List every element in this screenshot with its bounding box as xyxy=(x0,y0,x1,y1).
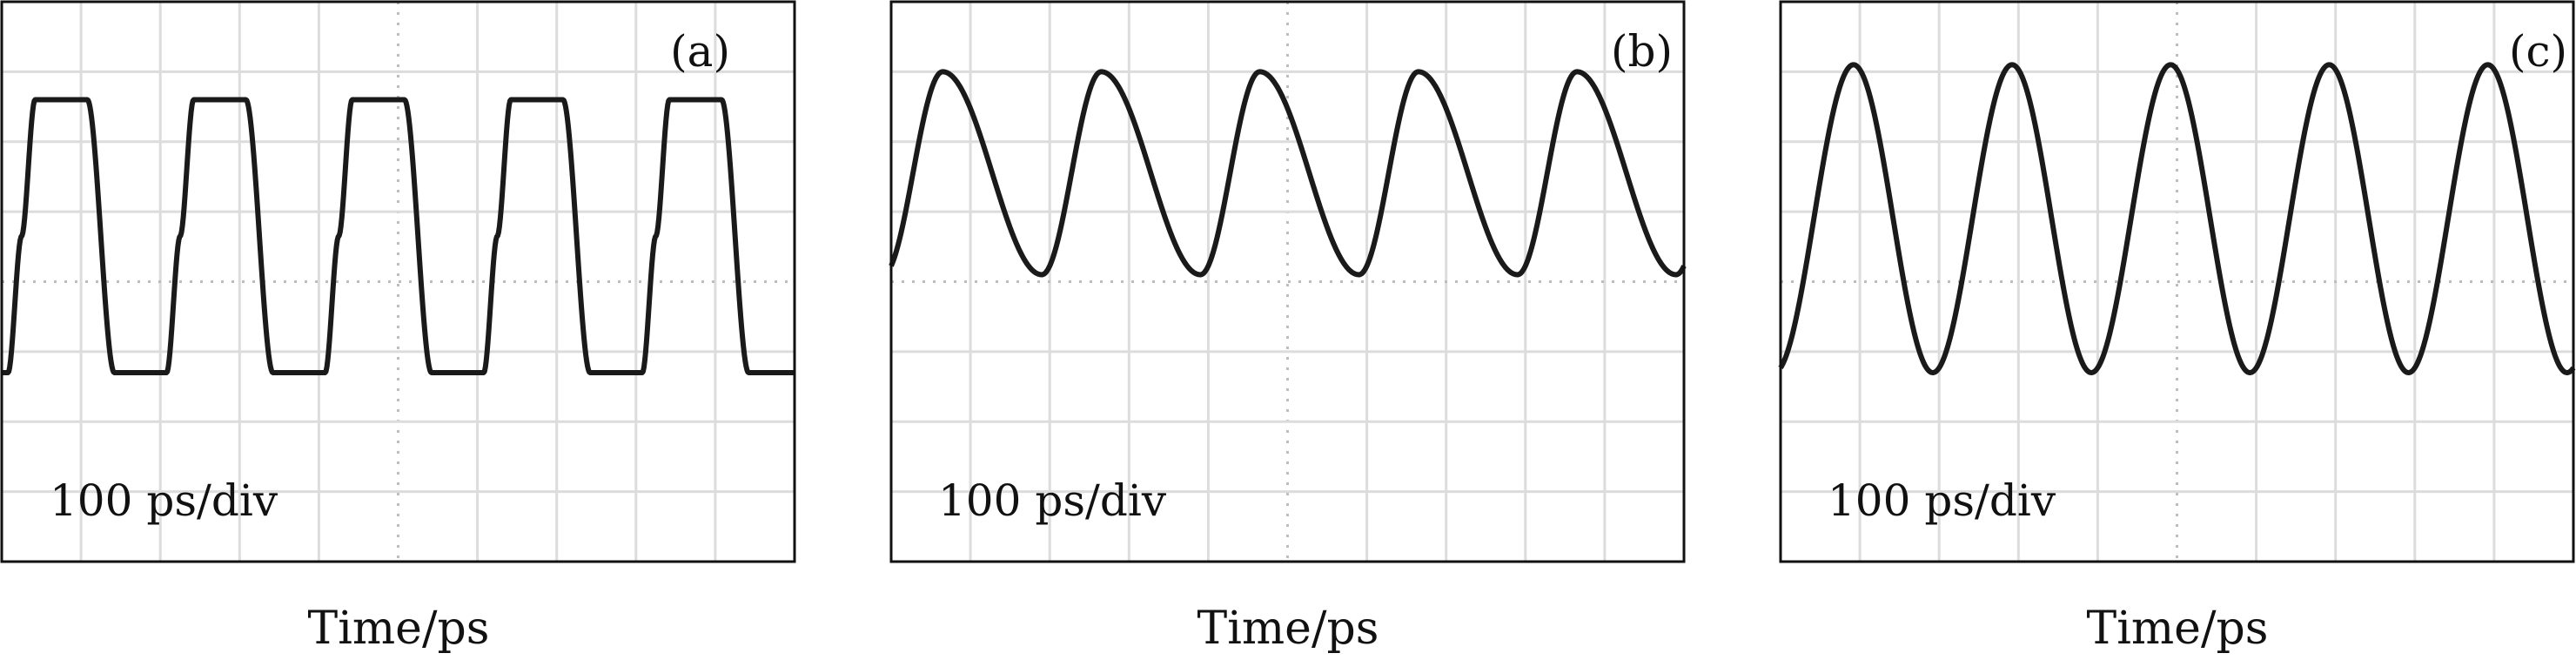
plot-frame-a xyxy=(0,0,796,563)
plot-frame-b xyxy=(889,0,1686,563)
x-axis-label-a: Time/ps xyxy=(308,603,490,655)
scale-annotation-a: 100 ps/div xyxy=(50,475,278,526)
scale-annotation-c: 100 ps/div xyxy=(1828,475,2056,526)
waveform-trace-b xyxy=(889,69,1687,278)
panel-a: (a) 100 ps/div Time/ps xyxy=(0,0,796,655)
panel-label-b: (b) xyxy=(1611,26,1673,77)
waveform-trace-a xyxy=(0,97,796,375)
panel-label-c: (c) xyxy=(2509,26,2567,77)
grid-a xyxy=(2,2,795,562)
waveform-trace-c xyxy=(1778,62,2576,375)
x-axis-label-c: Time/ps xyxy=(2087,603,2269,655)
panel-b: (b) 100 ps/div Time/ps xyxy=(889,0,1687,655)
scale-annotation-b: 100 ps/div xyxy=(938,475,1167,526)
x-axis-label-b: Time/ps xyxy=(1197,603,1379,655)
panel-label-a: (a) xyxy=(670,26,730,77)
panel-c: (c) 100 ps/div Time/ps xyxy=(1778,0,2576,655)
plot-frame-c xyxy=(1779,0,2575,563)
